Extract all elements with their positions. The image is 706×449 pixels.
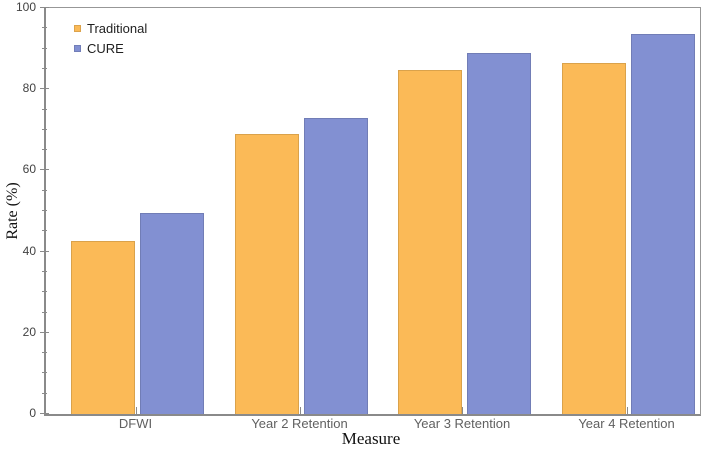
y-tick-label-100: 100 — [15, 0, 36, 14]
y-axis-minor-tick — [42, 392, 47, 394]
bar-traditional-year-4-retention — [562, 62, 626, 414]
y-axis-minor-tick — [42, 128, 47, 130]
legend-label-cure: CURE — [87, 41, 124, 56]
y-axis-tick — [40, 413, 49, 414]
legend-item-cure: CURE — [74, 42, 147, 55]
bar-cure-year-4-retention — [631, 33, 695, 414]
legend-label-traditional: Traditional — [87, 21, 148, 36]
x-axis-tick — [135, 407, 137, 416]
y-axis-minor-tick — [42, 352, 47, 354]
bar-cure-year-2-retention — [304, 117, 368, 414]
x-axis-tick — [299, 407, 301, 416]
y-axis-tick — [40, 250, 49, 252]
y-tick-label-80: 80 — [22, 81, 36, 96]
y-axis-tick — [40, 169, 49, 171]
y-tick-label-0: 0 — [29, 406, 36, 420]
y-axis-minor-tick — [42, 230, 47, 232]
bar-traditional-year-3-retention — [397, 70, 462, 414]
traditional-swatch-icon — [74, 25, 81, 32]
y-axis-minor-tick — [42, 372, 47, 374]
x-category-label-dfwi: DFWI — [118, 416, 153, 431]
y-axis-minor-tick — [42, 108, 47, 110]
x-category-label-year-4-retention: Year 4 Retention — [578, 416, 675, 431]
y-axis-minor-tick — [42, 189, 47, 191]
bar-traditional-year-2-retention — [235, 133, 299, 414]
y-tick-label-60: 60 — [22, 162, 36, 177]
y-tick-label-40: 40 — [22, 243, 36, 258]
x-axis-tick — [462, 407, 463, 416]
y-axis-minor-tick — [42, 27, 47, 29]
cure-swatch-icon — [74, 45, 81, 52]
legend-item-traditional: Traditional — [74, 22, 147, 35]
bar-cure-dfwi — [140, 213, 204, 414]
y-axis-tick — [40, 331, 49, 333]
y-axis-minor-tick — [42, 47, 47, 49]
y-axis-title: Rate (%) — [4, 182, 21, 240]
x-axis-tick — [626, 407, 628, 416]
y-axis-minor-tick — [42, 291, 47, 293]
bar-cure-year-3-retention — [466, 52, 531, 414]
y-axis-tick — [40, 7, 49, 8]
x-category-label-year-2-retention: Year 2 Retention — [251, 416, 348, 431]
y-axis-minor-tick — [42, 311, 47, 313]
x-category-label-year-3-retention: Year 3 Retention — [413, 416, 511, 431]
legend: Traditional CURE — [74, 22, 147, 55]
y-tick-label-20: 20 — [22, 324, 36, 339]
y-axis-minor-tick — [42, 270, 47, 272]
y-axis-tick — [40, 88, 49, 90]
y-axis-minor-tick — [42, 67, 47, 69]
bar-traditional-dfwi — [71, 241, 135, 414]
y-axis-minor-tick — [42, 149, 47, 151]
plot-area — [44, 7, 701, 416]
y-axis-minor-tick — [42, 210, 47, 211]
x-axis-title: Measure — [341, 429, 401, 448]
